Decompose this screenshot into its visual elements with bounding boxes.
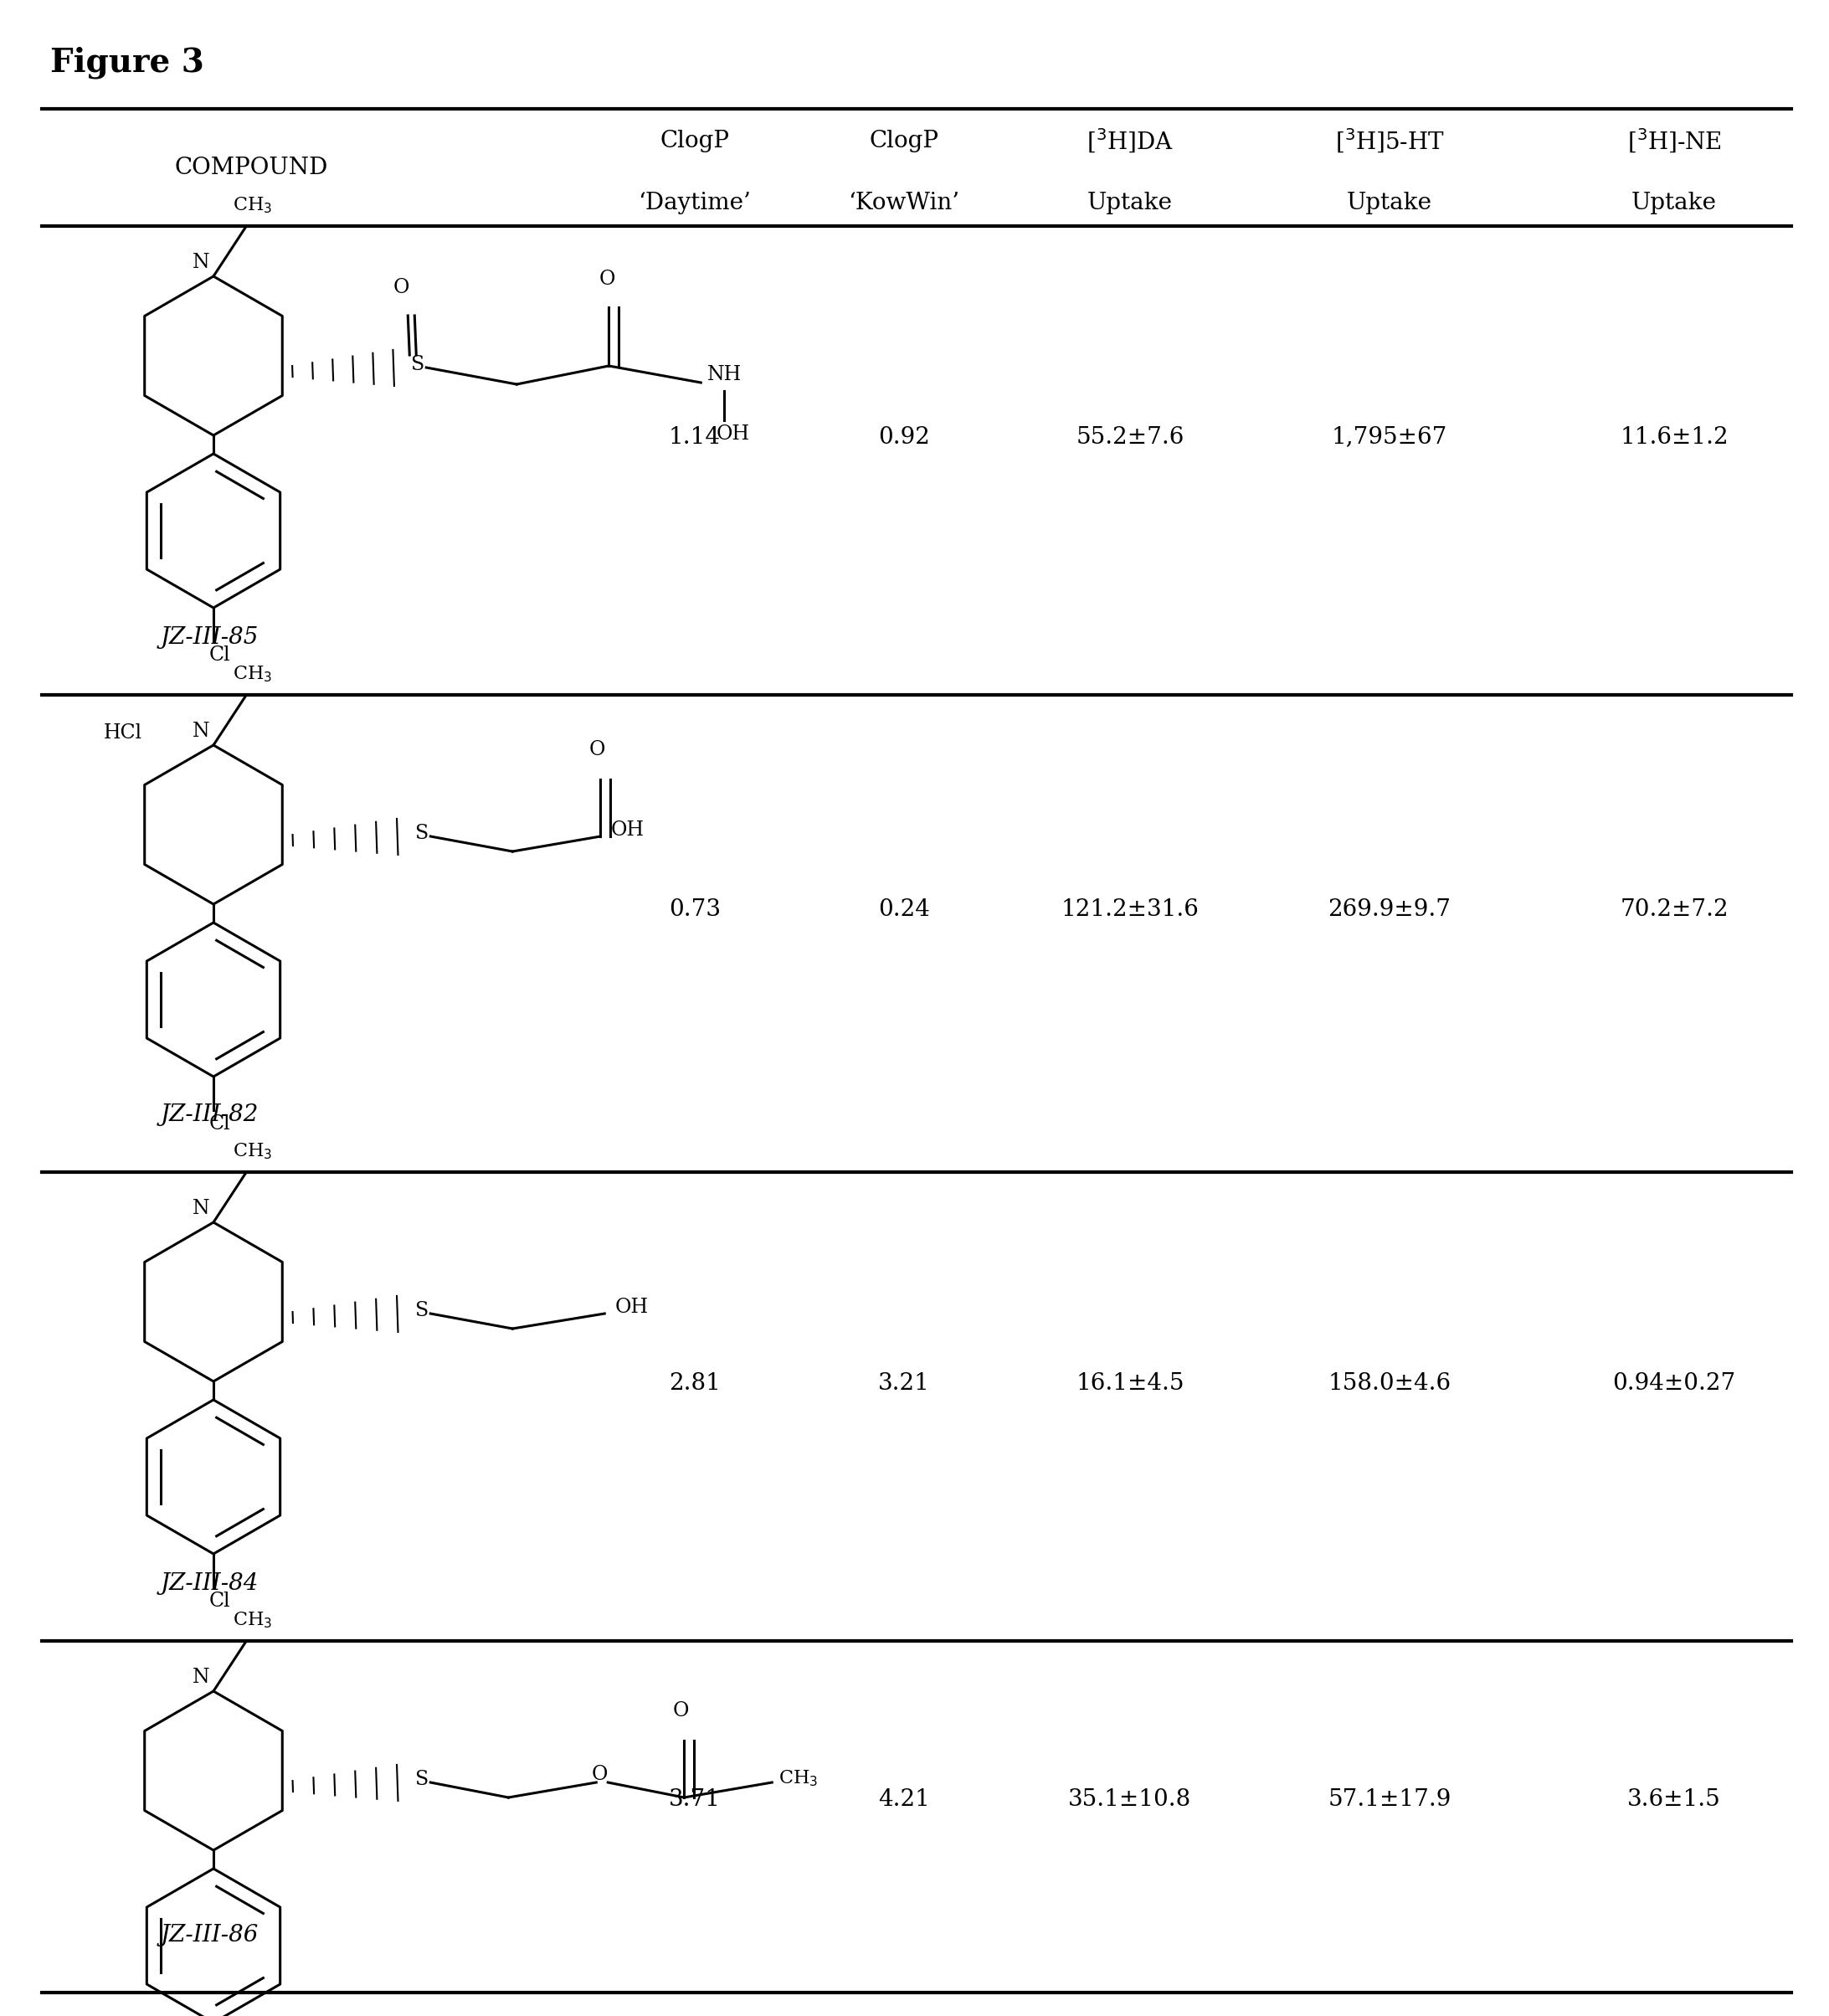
Text: 269.9±9.7: 269.9±9.7 <box>1328 899 1450 921</box>
Text: 16.1±4.5: 16.1±4.5 <box>1075 1371 1183 1395</box>
Text: Uptake: Uptake <box>1088 192 1172 214</box>
Text: Figure 3: Figure 3 <box>49 46 205 79</box>
Text: Cl: Cl <box>209 1591 230 1611</box>
Text: CH$_3$: CH$_3$ <box>232 663 273 683</box>
Text: O: O <box>598 270 615 288</box>
Text: JZ-III-82: JZ-III-82 <box>161 1103 258 1127</box>
Text: CH$_3$: CH$_3$ <box>232 1611 273 1631</box>
Text: O: O <box>393 278 410 296</box>
Text: O: O <box>591 1764 607 1784</box>
Text: 35.1±10.8: 35.1±10.8 <box>1068 1788 1193 1810</box>
Text: 3.21: 3.21 <box>878 1371 929 1395</box>
Text: OH: OH <box>611 821 644 839</box>
Text: N: N <box>192 722 210 742</box>
Text: 70.2±7.2: 70.2±7.2 <box>1620 899 1728 921</box>
Text: S: S <box>412 355 424 373</box>
Text: OH: OH <box>715 425 750 444</box>
Text: CH$_3$: CH$_3$ <box>232 196 273 216</box>
Text: JZ-III-86: JZ-III-86 <box>161 1923 258 1947</box>
Text: [$^3$H]5-HT: [$^3$H]5-HT <box>1335 127 1445 155</box>
Text: 4.21: 4.21 <box>878 1788 929 1810</box>
Text: 3.71: 3.71 <box>669 1788 721 1810</box>
Text: 57.1±17.9: 57.1±17.9 <box>1328 1788 1450 1810</box>
Text: Cl: Cl <box>209 1115 230 1133</box>
Text: 0.94±0.27: 0.94±0.27 <box>1613 1371 1736 1395</box>
Text: 11.6±1.2: 11.6±1.2 <box>1620 425 1728 448</box>
Text: Uptake: Uptake <box>1631 192 1717 214</box>
Text: Cl: Cl <box>209 645 230 665</box>
Text: CH$_3$: CH$_3$ <box>779 1768 818 1788</box>
Text: 0.73: 0.73 <box>669 899 721 921</box>
Text: ‘Daytime’: ‘Daytime’ <box>638 192 752 214</box>
Text: JZ-III-84: JZ-III-84 <box>161 1572 258 1595</box>
Text: OH: OH <box>615 1296 647 1316</box>
Text: 2.81: 2.81 <box>669 1371 721 1395</box>
Text: O: O <box>589 740 605 760</box>
Text: ClogP: ClogP <box>869 129 938 151</box>
Text: COMPOUND: COMPOUND <box>174 155 327 179</box>
Text: ‘KowWin’: ‘KowWin’ <box>849 192 960 214</box>
Text: ClogP: ClogP <box>660 129 730 151</box>
Text: Uptake: Uptake <box>1346 192 1432 214</box>
Text: 121.2±31.6: 121.2±31.6 <box>1061 899 1200 921</box>
Text: 1.14: 1.14 <box>669 425 721 448</box>
Text: N: N <box>192 252 210 272</box>
Text: S: S <box>415 1300 430 1320</box>
Text: 0.92: 0.92 <box>878 425 929 448</box>
Text: N: N <box>192 1667 210 1687</box>
Text: 0.24: 0.24 <box>878 899 929 921</box>
Text: 3.6±1.5: 3.6±1.5 <box>1628 1788 1721 1810</box>
Text: O: O <box>673 1702 690 1720</box>
Text: NH: NH <box>708 365 743 383</box>
Text: 158.0±4.6: 158.0±4.6 <box>1328 1371 1450 1395</box>
Text: CH$_3$: CH$_3$ <box>232 1141 273 1161</box>
Text: [$^3$H]-NE: [$^3$H]-NE <box>1626 127 1721 155</box>
Text: S: S <box>415 823 430 843</box>
Text: JZ-III-85: JZ-III-85 <box>161 627 258 649</box>
Text: 1,795±67: 1,795±67 <box>1332 425 1447 448</box>
Text: HCl: HCl <box>104 724 143 742</box>
Text: [$^3$H]DA: [$^3$H]DA <box>1086 127 1174 155</box>
Text: 55.2±7.6: 55.2±7.6 <box>1075 425 1183 448</box>
Text: S: S <box>415 1770 430 1788</box>
Text: N: N <box>192 1200 210 1218</box>
